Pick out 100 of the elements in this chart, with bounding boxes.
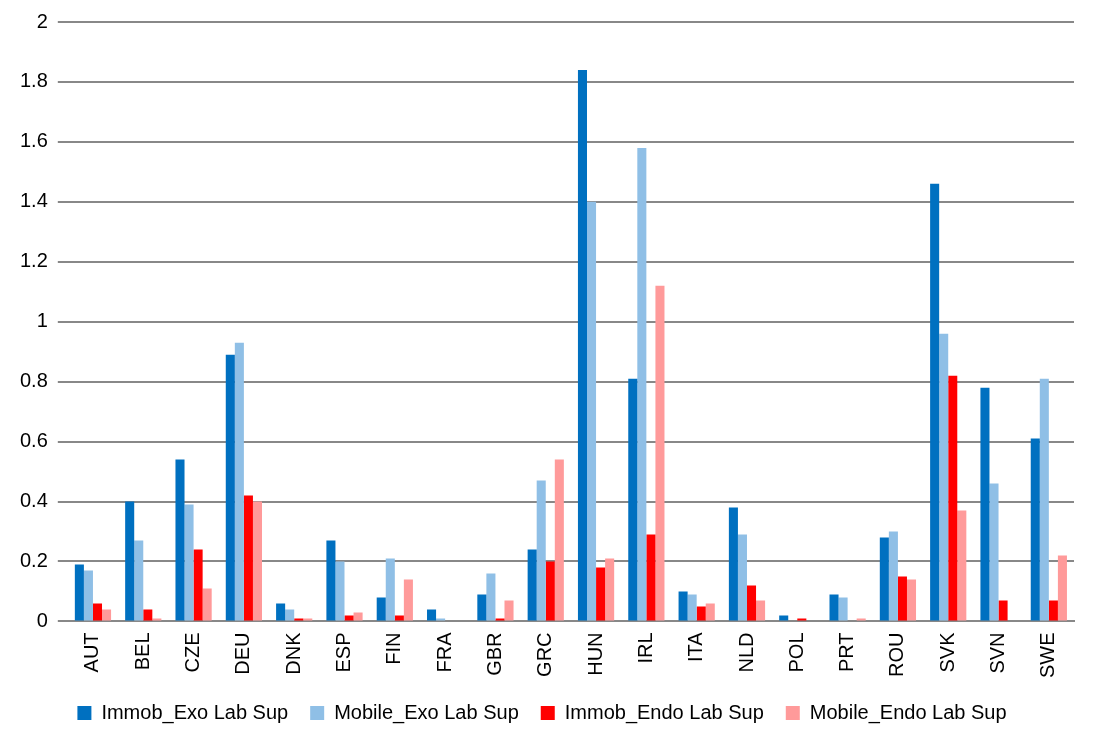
bar xyxy=(779,615,789,621)
bar xyxy=(897,576,907,621)
bar xyxy=(596,567,606,621)
x-tick-label: ESP xyxy=(332,632,355,673)
x-tick-label: DEU xyxy=(231,632,254,675)
bar xyxy=(276,603,286,621)
bar xyxy=(1039,378,1049,621)
bar xyxy=(504,600,514,621)
legend-label: Mobile_Exo Lab Sup xyxy=(334,700,519,724)
bar xyxy=(554,459,564,621)
bar xyxy=(1057,555,1067,621)
x-tick-label: POL xyxy=(784,632,807,673)
bar xyxy=(252,501,262,621)
bar xyxy=(344,615,354,621)
bar xyxy=(980,387,990,621)
legend-label: Immob_Endo Lab Sup xyxy=(564,700,764,724)
bar xyxy=(888,531,898,621)
bar xyxy=(285,609,295,621)
y-tick-label: 1.6 xyxy=(19,129,48,152)
bar xyxy=(930,183,940,621)
bar xyxy=(687,594,697,621)
legend-label: Mobile_Endo Lab Sup xyxy=(809,700,1007,724)
y-tick-label: 0.4 xyxy=(19,489,48,512)
y-tick-label: 1.8 xyxy=(19,69,48,92)
y-tick-label: 0.2 xyxy=(19,549,48,572)
y-tick-label: 1 xyxy=(36,309,48,332)
bar xyxy=(939,333,949,621)
bar xyxy=(243,495,253,621)
bar xyxy=(92,603,103,621)
bar xyxy=(527,549,537,621)
bar xyxy=(536,480,546,621)
bar xyxy=(646,534,656,621)
bar xyxy=(486,573,496,621)
bar xyxy=(655,285,665,621)
bar xyxy=(102,609,112,621)
bar xyxy=(879,537,889,621)
x-tick-label: IRL xyxy=(633,632,656,664)
bar xyxy=(477,594,487,621)
bar xyxy=(737,534,747,621)
bar xyxy=(234,342,244,621)
bar xyxy=(385,558,395,621)
y-tick-label: 1.2 xyxy=(19,249,48,272)
x-tick-label: ITA xyxy=(684,631,707,663)
y-tick-label: 0 xyxy=(36,608,48,631)
x-tick-label: AUT xyxy=(80,632,103,673)
x-tick-label: FIN xyxy=(382,632,405,665)
bar xyxy=(74,564,84,621)
y-tick-label: 2 xyxy=(36,9,48,32)
bar xyxy=(746,585,757,621)
y-tick-label: 0.6 xyxy=(19,429,48,452)
bar xyxy=(427,609,437,621)
bar xyxy=(728,507,738,621)
x-tick-label: SVK xyxy=(935,631,958,673)
bar xyxy=(577,69,587,621)
bar xyxy=(957,510,967,621)
bar xyxy=(1048,600,1058,621)
x-tick-label: HUN xyxy=(583,632,606,676)
bar xyxy=(193,549,203,621)
x-tick-label: PRT xyxy=(835,632,858,673)
x-tick-label: FRA xyxy=(432,631,455,673)
bar xyxy=(587,201,597,621)
bar xyxy=(998,600,1008,621)
bar xyxy=(637,147,647,621)
bar xyxy=(838,597,848,621)
bar xyxy=(335,561,345,621)
x-tick-label: CZE xyxy=(181,632,204,673)
bar xyxy=(403,579,413,621)
bar xyxy=(326,540,336,621)
bar xyxy=(134,540,144,621)
bar xyxy=(705,603,715,621)
bar xyxy=(225,354,235,621)
bar xyxy=(989,483,999,621)
bar xyxy=(605,558,615,621)
x-tick-label: GBR xyxy=(482,632,505,676)
bar xyxy=(756,600,766,621)
bar xyxy=(143,609,153,621)
bar xyxy=(1030,438,1040,621)
bar xyxy=(545,561,555,621)
legend-label: Immob_Exo Lab Sup xyxy=(101,700,289,724)
bar xyxy=(175,459,185,621)
x-tick-label: GRC xyxy=(533,632,556,677)
x-tick-label: SWE xyxy=(1036,632,1059,679)
bar xyxy=(829,594,839,621)
x-tick-label: SVN xyxy=(986,632,1009,674)
bar xyxy=(906,579,917,621)
x-tick-label: DNK xyxy=(281,631,304,675)
x-tick-label: ROU xyxy=(885,632,908,677)
bar xyxy=(948,375,958,621)
bar xyxy=(376,597,386,621)
bar xyxy=(678,591,688,621)
bar xyxy=(125,501,135,621)
x-tick-label: BEL xyxy=(130,632,153,671)
y-tick-label: 0.8 xyxy=(19,369,48,392)
bar xyxy=(696,606,706,621)
bar xyxy=(394,615,404,621)
x-tick-label: NLD xyxy=(734,632,757,673)
y-tick-label: 1.4 xyxy=(19,189,48,212)
bar xyxy=(83,570,93,621)
bar xyxy=(202,588,212,621)
bar xyxy=(628,378,638,621)
